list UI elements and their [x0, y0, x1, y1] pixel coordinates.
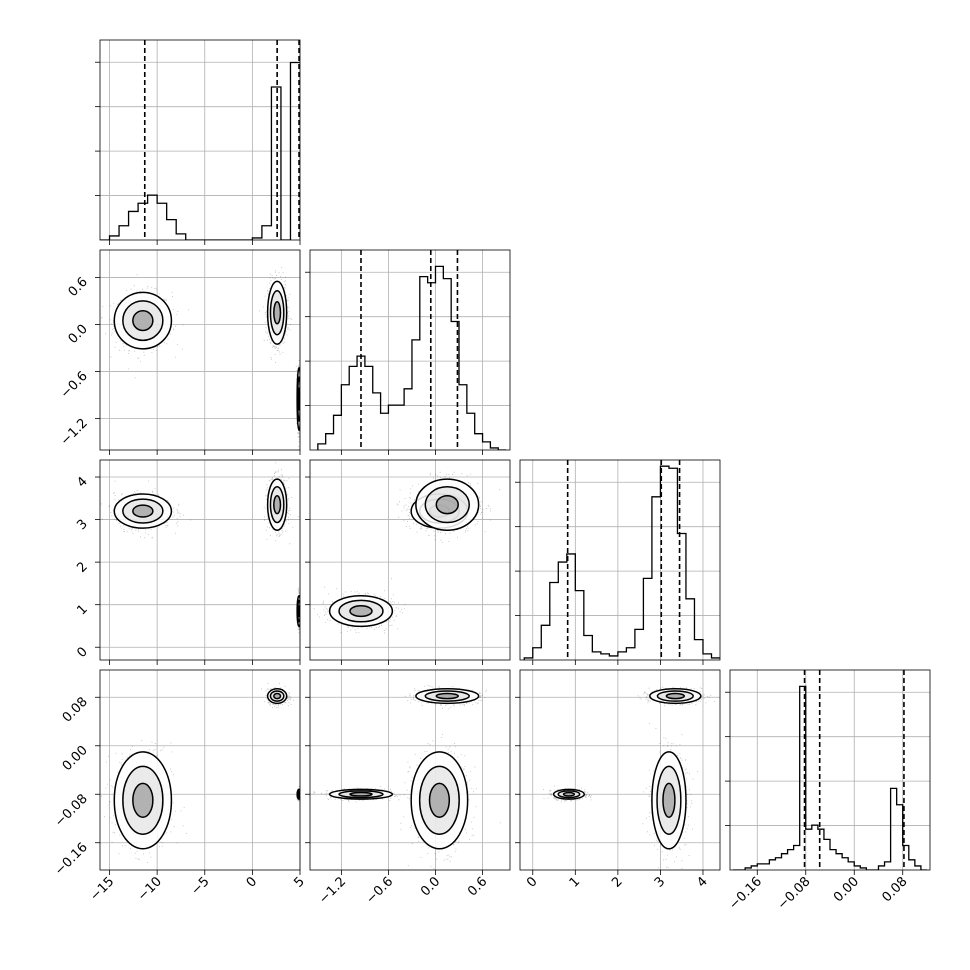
x-tick-label: 0.6 — [465, 874, 490, 899]
panel-frame — [309, 669, 511, 871]
contour-inner — [435, 494, 459, 515]
y-tick-label: −0.08 — [52, 791, 91, 830]
x-tick-label: 3 — [652, 874, 668, 890]
x-tick-label: 0.00 — [831, 874, 862, 905]
panel-frame — [519, 459, 721, 661]
panel-content — [100, 462, 300, 635]
y-tick-label: −1.2 — [58, 416, 91, 449]
panel-frame — [99, 39, 301, 241]
histogram-step — [733, 685, 927, 870]
histogram-step — [100, 61, 300, 240]
contour-inner — [562, 791, 576, 797]
panel-content — [101, 267, 300, 448]
x-tick-label: −5 — [188, 874, 212, 898]
histogram-step — [523, 465, 720, 660]
panel-frame — [99, 249, 301, 451]
x-tick-label: −0.08 — [775, 874, 814, 913]
panel-content — [523, 460, 720, 660]
contour-inner — [273, 494, 282, 515]
x-tick-label: 0 — [524, 874, 540, 890]
panel-2-0: 0 1 2 3 4 — [74, 459, 301, 665]
y-tick-label: 4 — [74, 474, 90, 490]
x-tick-label: 4 — [694, 874, 710, 890]
contour-inner — [132, 782, 154, 819]
x-tick-label: −15 — [87, 874, 117, 904]
x-tick-label: −10 — [135, 874, 165, 904]
x-tick-label: −0.16 — [726, 874, 765, 913]
x-tick-label: −0.6 — [363, 874, 396, 907]
x-tick-label: 1 — [567, 874, 583, 890]
x-tick-label: 0.0 — [418, 874, 443, 899]
contour-inner — [665, 692, 686, 700]
contour-inner — [273, 692, 282, 700]
panel-3-1: −1.2 −0.6 0.0 0.6 — [305, 669, 511, 907]
x-tick-label: 2 — [609, 874, 625, 890]
panel-content — [100, 683, 300, 863]
panel-1-0: −1.2 −0.6 0.0 0.6 — [58, 249, 301, 455]
contour-inner — [428, 782, 451, 819]
panel-content — [312, 685, 501, 870]
y-tick-label: 0 — [74, 644, 90, 660]
histogram-step — [317, 265, 507, 450]
contour-inner — [349, 791, 373, 797]
contour-inner — [435, 692, 459, 700]
contour-inner — [297, 387, 300, 411]
contour-inner — [132, 504, 154, 518]
panel-3-2: 0 1 2 3 4 — [515, 669, 721, 891]
contour-inner — [132, 309, 154, 332]
contour-inner — [297, 791, 300, 797]
panel-1-1 — [305, 249, 511, 455]
y-tick-label: 0.00 — [60, 743, 91, 774]
y-tick-label: −0.6 — [58, 369, 91, 402]
x-tick-label: −1.2 — [316, 874, 349, 907]
contour-inner — [297, 604, 300, 618]
y-tick-label: −0.16 — [52, 840, 91, 879]
y-tick-label: 2 — [74, 559, 90, 575]
panel-3-0: −15 −10 −5 0 5 −0.16 −0.08 0.00 0.08 — [52, 669, 308, 904]
panel-content — [313, 471, 500, 634]
panel-2-2 — [515, 459, 721, 665]
panel-frame — [729, 669, 931, 871]
panel-frame — [99, 669, 301, 871]
x-tick-label: 0 — [244, 874, 260, 890]
contour-inner — [273, 301, 282, 325]
panel-frame — [309, 249, 511, 451]
panel-frame — [99, 459, 301, 661]
y-tick-label: 3 — [74, 517, 90, 533]
contour-inner — [662, 782, 676, 819]
panel-content — [100, 40, 300, 240]
y-tick-label: 1 — [74, 602, 90, 618]
panel-content — [543, 686, 715, 870]
panel-3-3: −0.16 −0.08 0.00 0.08 — [725, 669, 931, 913]
panel-2-1 — [305, 459, 511, 665]
panel-frame — [519, 669, 721, 871]
contour-inner — [349, 604, 373, 618]
x-tick-label: 0.08 — [879, 874, 910, 905]
y-tick-label: 0.0 — [66, 322, 91, 347]
panel-0-0 — [95, 39, 301, 245]
x-tick-label: 5 — [291, 874, 307, 890]
panel-content — [733, 670, 927, 870]
panel-content — [317, 250, 507, 450]
panel-frame — [309, 459, 511, 661]
y-tick-label: 0.6 — [66, 275, 91, 300]
y-tick-label: 0.08 — [60, 694, 91, 725]
